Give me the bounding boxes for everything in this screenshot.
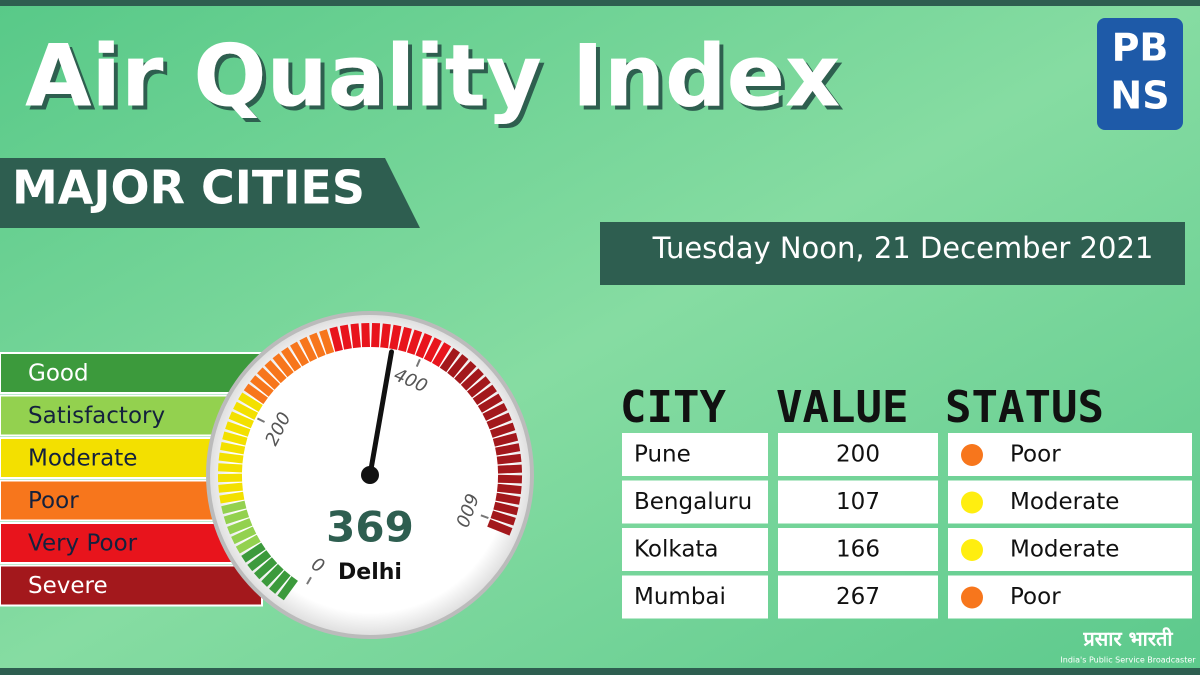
footer-tagline: India's Public Service Broadcaster [1060,656,1196,665]
gauge-value: 369 [326,503,414,552]
aqi-value: 200 [836,442,880,468]
gauge-segment [219,457,243,460]
city-name: Mumbai [634,584,726,610]
column-header: VALUE [776,382,908,433]
logo-text: PB [1112,26,1169,70]
gauge-segment [221,446,245,451]
status: Poor [1010,442,1061,468]
aqi-value: 107 [836,489,880,515]
gauge-segment [344,325,348,349]
footer-brand: प्रसार भारती [1082,627,1173,651]
gauge-segment [222,505,245,511]
gauge-segment [219,487,243,489]
status-dot [961,492,983,514]
legend-label: Moderate [28,446,137,472]
top-bar [0,0,1200,6]
subtitle: MAJOR CITIES [12,161,365,215]
gauge-segment [497,488,521,490]
city-name: Pune [634,442,691,468]
gauge-segment [496,447,520,451]
gauge-segment [494,506,517,512]
aqi-value: 166 [836,537,880,563]
gauge-segment [497,458,521,461]
aqi-value: 267 [836,584,880,610]
column-header: STATUS [945,382,1104,433]
column-header: CITY [620,382,726,433]
gauge-segment [393,326,397,350]
gauge-segment [496,497,520,501]
date: Tuesday Noon, 21 December 2021 [652,231,1154,265]
legend-label: Very Poor [28,531,138,557]
gauge-segment [220,496,244,500]
gauge-segment [218,467,242,468]
status-dot [961,539,983,561]
gauge-segment [384,324,387,348]
legend-label: Good [28,361,89,387]
city-name: Bengaluru [634,489,752,515]
status: Poor [1010,584,1061,610]
gauge-segment [498,479,522,480]
gauge-segment [365,323,366,347]
gauge-segment [498,469,522,470]
gauge-segment [375,323,376,347]
status: Moderate [1010,537,1119,563]
status: Moderate [1010,489,1119,515]
table-cell [948,576,1192,619]
logo-text: NS [1110,74,1169,118]
gauge-city: Delhi [338,560,402,585]
bottom-bar [0,668,1200,675]
legend-label: Satisfactory [28,403,165,429]
title: Air Quality Index [25,26,840,126]
gauge-segment [355,324,357,348]
status-dot [961,444,983,466]
legend-label: Poor [28,488,79,514]
gauge-hub [361,466,379,484]
status-dot [961,587,983,609]
city-name: Kolkata [634,537,719,563]
table-cell [948,433,1192,476]
legend-label: Severe [28,573,108,599]
gauge-segment [333,327,339,350]
